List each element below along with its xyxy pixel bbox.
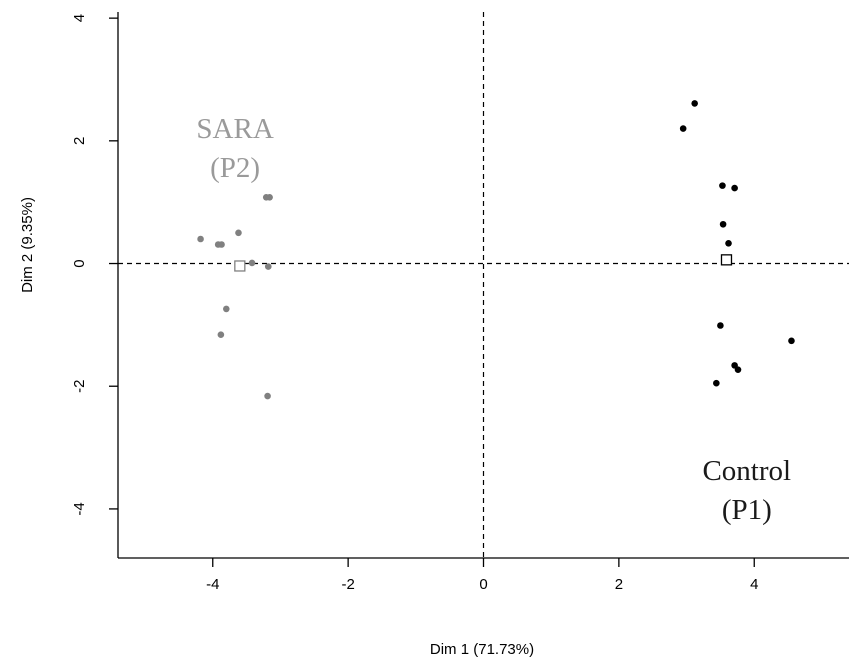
y-tick-label-1: -2 — [71, 380, 88, 393]
x-axis-title: Dim 1 (71.73%) — [430, 641, 534, 658]
point-s0-4 — [248, 259, 256, 267]
y-tick-label-0: -4 — [71, 502, 88, 515]
point-s0-2 — [218, 241, 225, 248]
group-label-0-0: SARA — [196, 113, 273, 145]
point-s1-2 — [719, 182, 726, 189]
point-s0-9 — [217, 331, 225, 338]
group-label-1-1: (P1) — [722, 494, 772, 526]
centroid-s0 — [234, 260, 246, 272]
centroid-s1 — [720, 254, 733, 266]
point-s1-0 — [691, 100, 698, 107]
x-tick-label-1: -2 — [341, 576, 354, 593]
point-s1-5 — [725, 239, 732, 247]
point-s1-9 — [734, 366, 742, 373]
point-s1-3 — [731, 184, 738, 192]
point-s0-3 — [235, 229, 242, 237]
point-s1-6 — [717, 322, 724, 329]
point-s1-7 — [788, 337, 795, 345]
data-points — [197, 100, 795, 400]
x-tick-label-3: 2 — [615, 576, 623, 593]
point-s0-10 — [264, 392, 271, 400]
x-tick-label-2: 0 — [479, 576, 487, 593]
group-label-1-0: Control — [702, 455, 791, 487]
point-s0-7 — [264, 263, 272, 270]
group-label-0-1: (P2) — [210, 152, 260, 184]
point-s1-10 — [713, 379, 720, 387]
y-tick-label-3: 2 — [71, 137, 88, 145]
x-tick-label-0: -4 — [206, 576, 219, 593]
point-s1-4 — [719, 220, 727, 228]
point-s0-8 — [222, 305, 230, 313]
annotations: SARA (P2) Control (P1) — [196, 113, 791, 526]
point-s0-0 — [197, 235, 204, 243]
axes: -4 -2 0 2 4 -4 -2 0 2 4 — [71, 12, 849, 593]
y-tick-label-4: 4 — [71, 14, 88, 22]
y-tick-label-2: 0 — [71, 259, 88, 267]
point-s1-1 — [679, 125, 687, 132]
point-s0-6 — [266, 193, 273, 201]
y-axis-title: Dim 2 (9.35%) — [19, 197, 36, 293]
x-tick-label-4: 4 — [750, 576, 758, 593]
